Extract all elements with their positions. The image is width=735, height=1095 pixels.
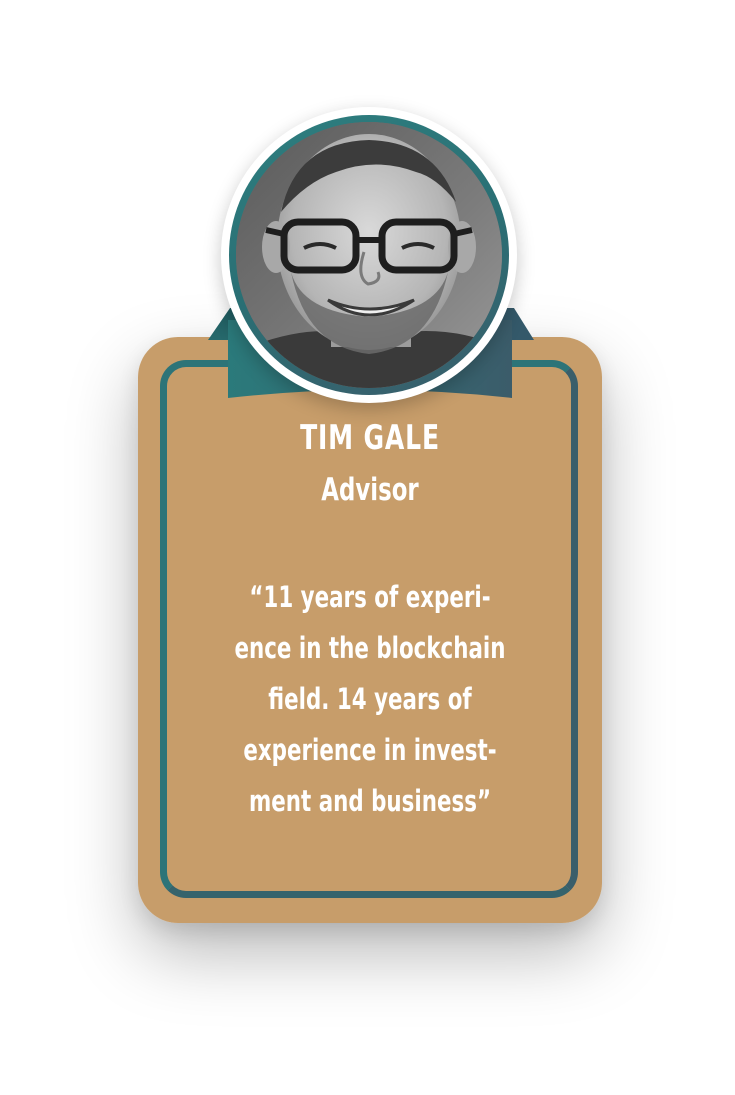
quote-line: ence in the blockchain <box>234 631 506 665</box>
quote-line: experience in invest- <box>243 733 497 767</box>
quote-line: ment and business” <box>248 784 492 818</box>
quote-line: “11 years of experi- <box>249 580 491 614</box>
person-name: TIM GALE <box>300 418 440 458</box>
avatar <box>236 122 502 388</box>
ribbon-right-flap <box>502 308 534 340</box>
person-quote: “11 years of experi- ence in the blockch… <box>214 572 526 827</box>
quote-line: field. 14 years of <box>268 682 472 716</box>
person-role: Advisor <box>321 472 419 508</box>
portrait-photo <box>236 122 502 388</box>
profile-card <box>138 337 602 923</box>
